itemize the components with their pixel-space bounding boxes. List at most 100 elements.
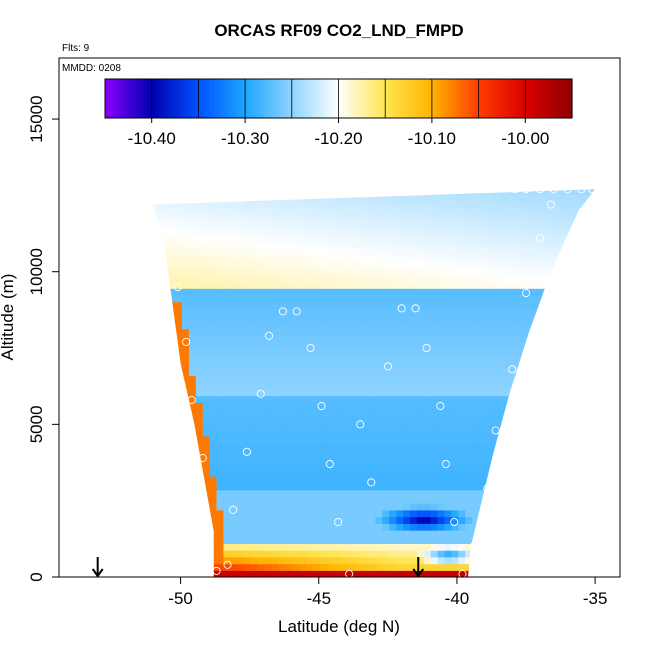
curtain-cell [292, 308, 300, 316]
curtain-cell [278, 496, 287, 504]
curtain-cell [175, 469, 183, 477]
curtain-cell [534, 247, 542, 256]
curtain-cell [152, 415, 155, 424]
colorbar-swatch [143, 79, 149, 118]
curtain-cell [389, 362, 397, 370]
curtain-cell [230, 227, 238, 235]
curtain-cell [292, 315, 300, 323]
curtain-cell [472, 207, 480, 215]
curtain-cell [209, 476, 218, 484]
curtain-cell [396, 355, 404, 363]
curtain-cell [423, 315, 432, 323]
curtain-cell [152, 362, 155, 370]
curtain-cell [354, 214, 363, 222]
curtain-cell [575, 523, 584, 531]
curtain-cell [458, 382, 466, 390]
curtain-cell [479, 241, 487, 249]
curtain-cell [258, 476, 266, 484]
curtain-cell [479, 268, 487, 276]
curtain-cell [237, 570, 245, 577]
curtain-cell [465, 536, 473, 544]
curtain-cell [430, 294, 439, 303]
curtain-cell [479, 189, 487, 195]
curtain-cell [251, 274, 259, 283]
curtain-cell [182, 523, 190, 531]
curtain-cell [527, 489, 535, 497]
curtain-cell [237, 341, 245, 350]
curtain-cell [278, 503, 287, 511]
curtain-cell [575, 348, 584, 356]
curtain-cell [195, 523, 204, 531]
curtain-cell [278, 241, 287, 249]
curtain-cell [451, 221, 459, 229]
curtain-cell [292, 409, 300, 417]
curtain-cell [313, 281, 321, 289]
curtain-cell [152, 530, 155, 538]
curtain-cell [327, 395, 335, 403]
curtain-cell [382, 321, 390, 330]
curtain-cell [451, 227, 459, 235]
curtain-cell [492, 415, 501, 424]
curtain-cell [237, 395, 245, 403]
curtain-cell [202, 221, 211, 229]
sample-point [264, 331, 274, 340]
colorbar-swatch [517, 79, 523, 118]
curtain-cell [237, 321, 245, 330]
curtain-cell [410, 436, 418, 444]
curtain-cell [416, 536, 425, 544]
curtain-cell [499, 382, 508, 390]
curtain-cell [465, 449, 473, 457]
curtain-cell [251, 382, 259, 390]
curtain-cell [313, 550, 321, 558]
curtain-cell [182, 476, 190, 484]
curtain-cell [548, 409, 556, 417]
curtain-cell [479, 536, 487, 544]
curtain-cell [479, 402, 487, 410]
curtain-cell [299, 288, 307, 296]
curtain-cell [396, 194, 404, 202]
curtain-cell [152, 274, 155, 283]
curtain-cell [195, 247, 204, 256]
curtain-cell [506, 388, 515, 397]
curtain-cell [555, 301, 563, 309]
curtain-cell [389, 355, 397, 363]
curtain-cell [589, 523, 596, 531]
curtain-cell [451, 315, 459, 323]
curtain-cell [347, 415, 356, 424]
curtain-cell [361, 247, 370, 256]
curtain-cell [320, 536, 328, 544]
curtain-cell [589, 294, 596, 303]
curtain-cell [168, 382, 176, 390]
curtain-cell [285, 469, 294, 477]
curtain-cell [597, 329, 605, 336]
curtain-cell [354, 247, 363, 256]
curtain-cell [182, 436, 190, 444]
curtain-cell [168, 375, 176, 383]
curtain-cell [472, 341, 480, 350]
curtain-cell [382, 483, 390, 491]
curtain-cell [154, 496, 162, 504]
curtain-cell [216, 536, 224, 544]
curtain-cell [152, 516, 155, 524]
curtain-cell [458, 294, 466, 303]
curtain-cell [444, 315, 452, 323]
curtain-cell [154, 442, 162, 450]
curtain-cell [334, 355, 342, 363]
curtain-cell [361, 436, 370, 444]
curtain-cell [182, 254, 190, 262]
curtain-cell [251, 288, 259, 296]
curtain-cell [168, 200, 176, 209]
curtain-cell [202, 409, 211, 417]
curtain-cell [216, 422, 224, 430]
curtain-cell [410, 221, 418, 229]
curtain-cell [244, 274, 252, 283]
curtain-cell [334, 456, 342, 464]
curtain-cell [327, 241, 335, 249]
curtain-cell [458, 523, 466, 531]
curtain-cell [562, 489, 570, 497]
curtain-cell [264, 375, 273, 383]
curtain-cell [175, 523, 183, 531]
colorbar-tick-label: -10.00 [501, 129, 549, 148]
colorbar-swatch [505, 79, 511, 118]
colorbar-swatch [533, 79, 538, 118]
